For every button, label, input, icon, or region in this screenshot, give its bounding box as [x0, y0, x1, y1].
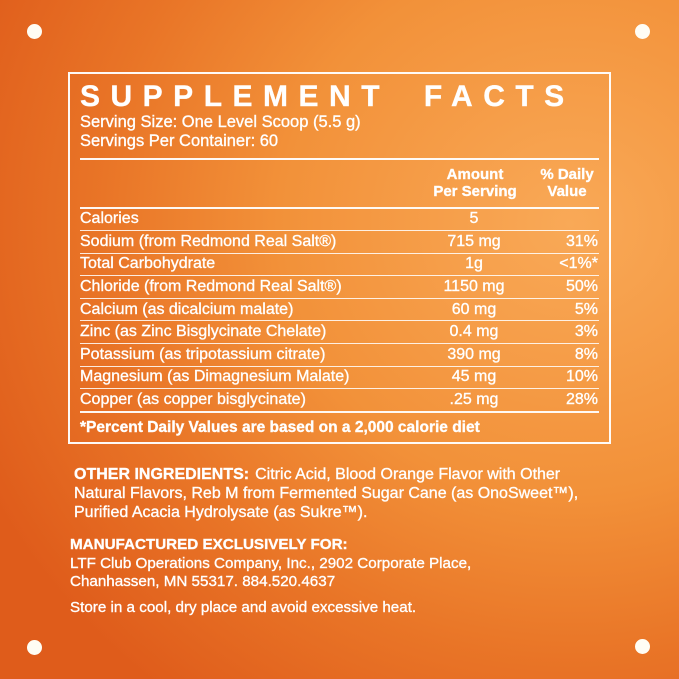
divider	[80, 158, 599, 160]
manufacturer-line1: LTF Club Operations Company, Inc., 2902 …	[70, 554, 472, 572]
nutrient-table: Calories 5 Sodium (from Redmond Real Sal…	[80, 209, 599, 411]
other-ingredients: OTHER INGREDIENTS: Citric Acid, Blood Ora…	[74, 466, 615, 522]
divider	[80, 410, 599, 413]
manufacturer-info: MANUFACTURED EXCLUSIVELY FOR: LTF Club O…	[70, 536, 472, 592]
column-header-amount-line1: Amount	[446, 165, 504, 183]
nutrient-daily-value: 5%	[574, 300, 599, 318]
nutrient-daily-value: 50%	[565, 278, 598, 296]
supplement-facts-panel: SUPPLEMENT FACTS Serving Size: One Level…	[68, 72, 611, 444]
nutrient-daily-value: 10%	[565, 368, 598, 386]
table-row-potassium: Potassium (as tripotassium citrate) 390 …	[80, 344, 599, 367]
servings-per-container: Servings Per Container: 60	[80, 131, 279, 150]
manufacturer-label: MANUFACTURED EXCLUSIVELY FOR:	[70, 536, 348, 553]
table-row-chloride: Chloride (from Redmond Real Salt®) 1150 …	[80, 276, 599, 299]
nutrient-daily-value: 28%	[565, 391, 598, 409]
divider	[80, 206, 599, 209]
column-header-amount-line2: Per Serving	[433, 182, 517, 200]
column-header-amount: Amount Per Serving	[415, 165, 535, 200]
nutrient-name: Zinc (as Zinc Bisglycinate Chelate)	[80, 323, 327, 341]
nutrient-amount: 1150 mg	[443, 278, 505, 296]
nutrient-daily-value: <1%*	[559, 255, 598, 273]
nutrient-amount: 1g	[465, 255, 483, 273]
column-headers: Amount Per Serving % Daily Value	[80, 165, 599, 200]
nutrient-amount: 390 mg	[447, 345, 501, 363]
nutrient-amount: 60 mg	[451, 300, 497, 318]
corner-dot-bottom-right	[635, 639, 650, 654]
manufacturer-line2: Chanhassen, MN 55317. 884.520.4637	[70, 573, 336, 590]
corner-dot-top-right	[635, 24, 650, 39]
other-ingredients-label: OTHER INGREDIENTS:	[74, 466, 250, 483]
nutrient-name: Calcium (as dicalcium malate)	[80, 300, 294, 318]
nutrient-amount: 715 mg	[447, 232, 501, 250]
other-ingredients-text: Citric Acid, Blood Orange Flavor with Ot…	[74, 466, 579, 521]
nutrient-amount: 0.4 mg	[449, 323, 499, 341]
nutrient-name: Total Carbohydrate	[80, 255, 216, 273]
table-row-total-carbohydrate: Total Carbohydrate 1g <1%*	[80, 254, 599, 277]
table-row-magnesium: Magnesium (as Dimagnesium Malate) 45 mg …	[80, 367, 599, 390]
table-row-calories: Calories 5	[80, 209, 599, 232]
table-row-sodium: Sodium (from Redmond Real Salt®) 715 mg …	[80, 231, 599, 254]
nutrient-daily-value: 3%	[574, 323, 599, 341]
column-header-daily-line2: Value	[547, 182, 587, 200]
column-header-daily-line1: % Daily	[540, 165, 594, 183]
column-header-spacer	[80, 166, 415, 200]
corner-dot-bottom-left	[27, 640, 42, 655]
panel-title: SUPPLEMENT FACTS	[80, 80, 575, 113]
column-header-daily-value: % Daily Value	[535, 165, 599, 200]
nutrient-amount: 5	[469, 210, 479, 228]
table-row-calcium: Calcium (as dicalcium malate) 60 mg 5%	[80, 299, 599, 322]
table-row-zinc: Zinc (as Zinc Bisglycinate Chelate) 0.4 …	[80, 321, 599, 345]
nutrient-name: Sodium (from Redmond Real Salt®)	[80, 232, 337, 250]
storage-instructions: Store in a cool, dry place and avoid exc…	[70, 599, 417, 616]
nutrient-name: Chloride (from Redmond Real Salt®)	[80, 278, 342, 296]
nutrient-name: Magnesium (as Dimagnesium Malate)	[80, 368, 350, 386]
nutrient-amount: .25 mg	[449, 391, 499, 409]
nutrient-daily-value: 31%	[565, 232, 598, 250]
corner-dot-top-left	[27, 24, 42, 39]
nutrient-name: Potassium (as tripotassium citrate)	[80, 345, 326, 363]
nutrient-name: Copper (as copper bisglycinate)	[80, 391, 306, 409]
serving-size: Serving Size: One Level Scoop (5.5 g)	[80, 113, 361, 131]
table-row-copper: Copper (as copper bisglycinate) .25 mg 2…	[80, 389, 599, 411]
nutrient-amount: 45 mg	[451, 368, 497, 386]
nutrient-name: Calories	[80, 210, 139, 228]
nutrient-daily-value: 8%	[574, 345, 599, 363]
daily-value-footnote: *Percent Daily Values are based on a 2,0…	[80, 418, 480, 436]
